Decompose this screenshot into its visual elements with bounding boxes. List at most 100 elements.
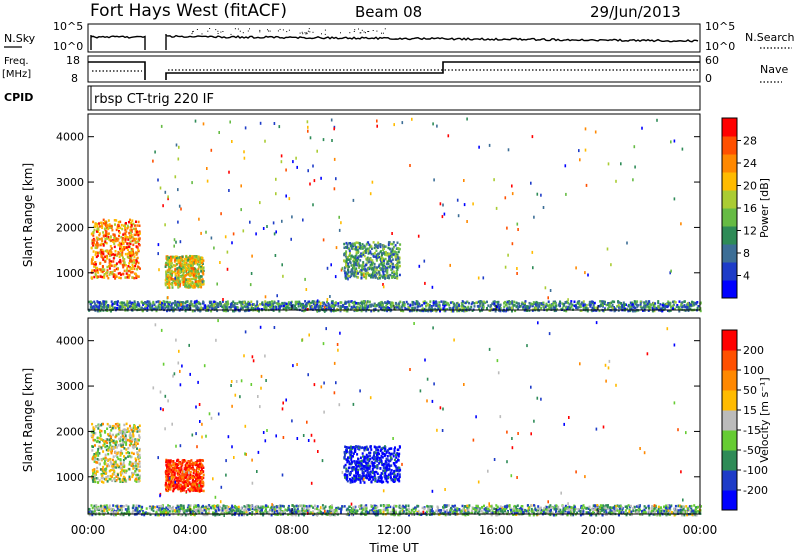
echo-cell — [129, 439, 132, 443]
echo-cell — [118, 260, 121, 264]
echo-cell — [106, 237, 109, 240]
echo-cell — [176, 300, 179, 304]
echo-cell — [135, 220, 137, 223]
echo-cell — [120, 273, 122, 276]
echo-cell — [176, 473, 179, 476]
echo-cell — [96, 457, 99, 461]
echo-cell — [621, 306, 624, 309]
echo-cell — [188, 475, 191, 479]
echo-cell — [378, 255, 381, 259]
echo-cell — [367, 267, 370, 271]
echo-cell — [207, 304, 210, 307]
echo-cell — [512, 304, 515, 307]
colorbar-segment — [722, 244, 737, 263]
echo-cell — [152, 159, 154, 163]
echo-cell — [385, 477, 388, 481]
echo-cell — [411, 300, 414, 304]
echo-cell — [565, 192, 567, 196]
echo-cell — [120, 463, 122, 467]
echo-cell — [670, 305, 673, 309]
echo-cell — [186, 280, 189, 284]
echo-cell — [108, 226, 111, 229]
echo-cell — [129, 436, 132, 440]
echo-cell — [381, 254, 383, 257]
echo-cell — [185, 280, 188, 284]
echo-cell — [182, 485, 185, 488]
echo-cell — [272, 307, 275, 310]
echo-cell — [367, 247, 370, 250]
nsearch-dot — [368, 31, 370, 32]
echo-cell — [435, 304, 438, 307]
echo-cell — [177, 301, 180, 305]
echo-cell — [504, 196, 507, 200]
echo-cell — [96, 477, 99, 480]
echo-cell — [98, 479, 101, 482]
echo-cell — [102, 422, 104, 426]
echo-cell — [384, 453, 387, 456]
echo-cell — [164, 282, 167, 285]
echo-cell — [94, 480, 97, 484]
echo-cell — [195, 279, 198, 283]
nsearch-dot — [349, 32, 351, 34]
echo-cell — [178, 280, 181, 283]
echo-cell — [683, 304, 686, 307]
echo-cell — [263, 305, 266, 309]
echo-cell — [598, 305, 601, 308]
echo-cell — [182, 260, 185, 263]
echo-cell — [166, 309, 168, 313]
echo-cell — [112, 239, 115, 242]
echo-cell — [134, 441, 137, 444]
echo-cell — [105, 233, 108, 237]
echo-cell — [599, 300, 602, 303]
echo-cell — [130, 428, 133, 432]
echo-cell — [379, 474, 382, 477]
echo-cell — [377, 270, 380, 274]
echo-cell — [391, 249, 394, 252]
echo-cell — [242, 229, 245, 233]
echo-cell — [190, 274, 193, 277]
echo-cell — [128, 274, 131, 277]
echo-cell — [95, 230, 98, 233]
echo-cell — [406, 302, 409, 306]
echo-cell — [166, 459, 169, 463]
echo-cell — [109, 262, 112, 265]
echo-cell — [94, 444, 96, 447]
echo-cell — [591, 300, 593, 303]
echo-cell — [120, 466, 123, 470]
echo-cell — [185, 479, 188, 482]
echo-cell — [390, 260, 393, 263]
echo-cell — [455, 302, 458, 305]
echo-cell — [384, 301, 386, 304]
echo-cell — [165, 272, 168, 276]
echo-cell — [390, 469, 393, 472]
echo-cell — [192, 277, 195, 281]
echo-cell — [422, 300, 425, 304]
echo-cell — [195, 476, 197, 480]
echo-cell — [508, 306, 511, 309]
echo-cell — [285, 194, 287, 198]
echo-cell — [349, 260, 351, 263]
echo-cell — [362, 273, 365, 277]
echo-cell — [121, 227, 124, 231]
echo-cell — [378, 263, 381, 267]
echo-cell — [394, 264, 397, 267]
echo-cell — [223, 302, 226, 306]
echo-cell — [365, 272, 367, 275]
echo-cell — [135, 241, 138, 244]
echo-cell — [331, 300, 334, 303]
echo-cell — [388, 447, 391, 451]
echo-cell — [637, 304, 640, 307]
echo-cell — [114, 273, 117, 277]
echo-cell — [174, 264, 177, 268]
echo-cell — [169, 487, 172, 491]
echo-cell — [405, 300, 408, 304]
echo-cell — [196, 474, 199, 477]
echo-cell — [218, 131, 220, 134]
echo-cell — [120, 429, 123, 433]
echo-cell — [190, 262, 193, 265]
echo-cell — [390, 250, 393, 254]
echo-cell — [322, 238, 325, 242]
echo-cell — [631, 303, 634, 306]
echo-cell — [668, 302, 671, 306]
